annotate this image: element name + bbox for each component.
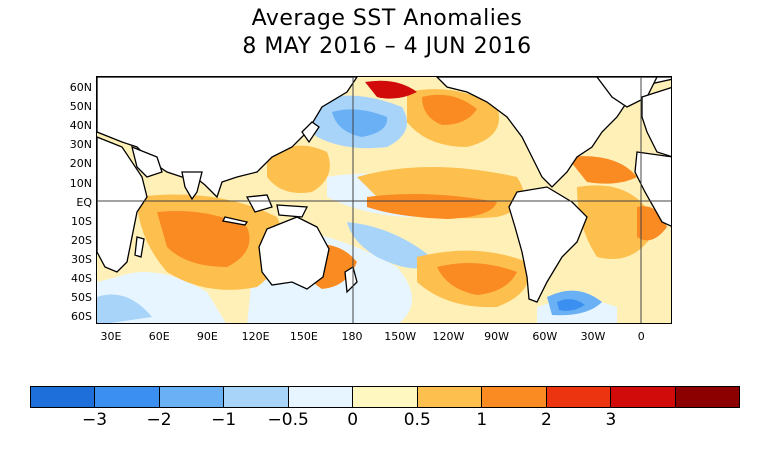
colorbar-label: −2 (146, 410, 172, 430)
borneo-landmass (245, 194, 273, 213)
map-title: Average SST Anomalies (251, 6, 523, 31)
colorbar-label: 0.5 (403, 410, 431, 430)
colorbar (30, 386, 740, 408)
map-date-range: 8 MAY 2016 – 4 JUN 2016 (242, 34, 532, 59)
lat-label: 40N (69, 119, 92, 133)
lon-label: 0 (637, 330, 645, 343)
sst-anomaly-map (96, 76, 672, 324)
lat-label: EQ (76, 195, 92, 209)
lat-label: 10N (69, 176, 92, 190)
lat-label: 60N (69, 81, 92, 94)
lat-label: 60S (71, 310, 92, 324)
lat-label: 30S (71, 252, 92, 266)
arabia-landmass (131, 145, 163, 178)
java-landmass (222, 216, 249, 226)
colorbar-swatch (611, 387, 676, 407)
colorbar-swatch (31, 387, 96, 407)
colorbar-label: 1 (476, 410, 488, 430)
lon-label: 30W (580, 330, 606, 343)
colorbar-label: 3 (605, 410, 617, 430)
europe-landmass (641, 86, 671, 158)
colorbar-swatch (224, 387, 289, 407)
colorbar-label: 0 (347, 410, 359, 430)
land-masses (97, 77, 671, 303)
lon-label: 30E (100, 330, 122, 343)
lat-label: 10S (71, 214, 92, 228)
lon-label: 90E (196, 330, 218, 343)
lon-label: 60E (148, 330, 170, 343)
lat-label: 20S (71, 233, 92, 247)
lat-label: 50N (69, 100, 92, 114)
colorbar-label: 2 (540, 410, 552, 430)
colorbar-swatch (159, 387, 225, 407)
lat-label: 40S (71, 272, 92, 285)
map-canvas (97, 77, 671, 323)
south-america-landmass (508, 186, 588, 303)
lon-label: 120W (432, 330, 465, 343)
lat-label: 20N (69, 157, 92, 171)
new-zealand-landmass (344, 265, 358, 294)
australia-landmass (258, 216, 330, 290)
lon-label: 90W (484, 330, 510, 343)
colorbar-label: −1 (211, 410, 237, 430)
colorbar-label: −0.5 (267, 410, 309, 430)
colorbar-swatch (675, 387, 739, 407)
lon-label: 150E (289, 330, 318, 343)
japan-landmass (301, 121, 320, 144)
lat-label: 50S (71, 291, 92, 305)
lon-label: 120E (241, 330, 270, 343)
madagascar-landmass (134, 236, 145, 258)
colorbar-swatch (417, 387, 483, 407)
colorbar-swatch (546, 387, 612, 407)
new-guinea-landmass (276, 204, 309, 218)
colorbar-swatch (288, 387, 354, 407)
west-africa-landmass (634, 151, 671, 227)
colorbar-label: −3 (82, 410, 108, 430)
colorbar-swatch (482, 387, 547, 407)
lon-label: 180 (341, 330, 363, 343)
lon-label: 150W (384, 330, 417, 343)
lon-label: 60W (532, 330, 558, 343)
colorbar-swatch (353, 387, 418, 407)
africa-landmass (97, 136, 148, 273)
lat-label: 30N (69, 138, 92, 152)
india-landmass (181, 171, 203, 201)
colorbar-swatch (95, 387, 160, 407)
